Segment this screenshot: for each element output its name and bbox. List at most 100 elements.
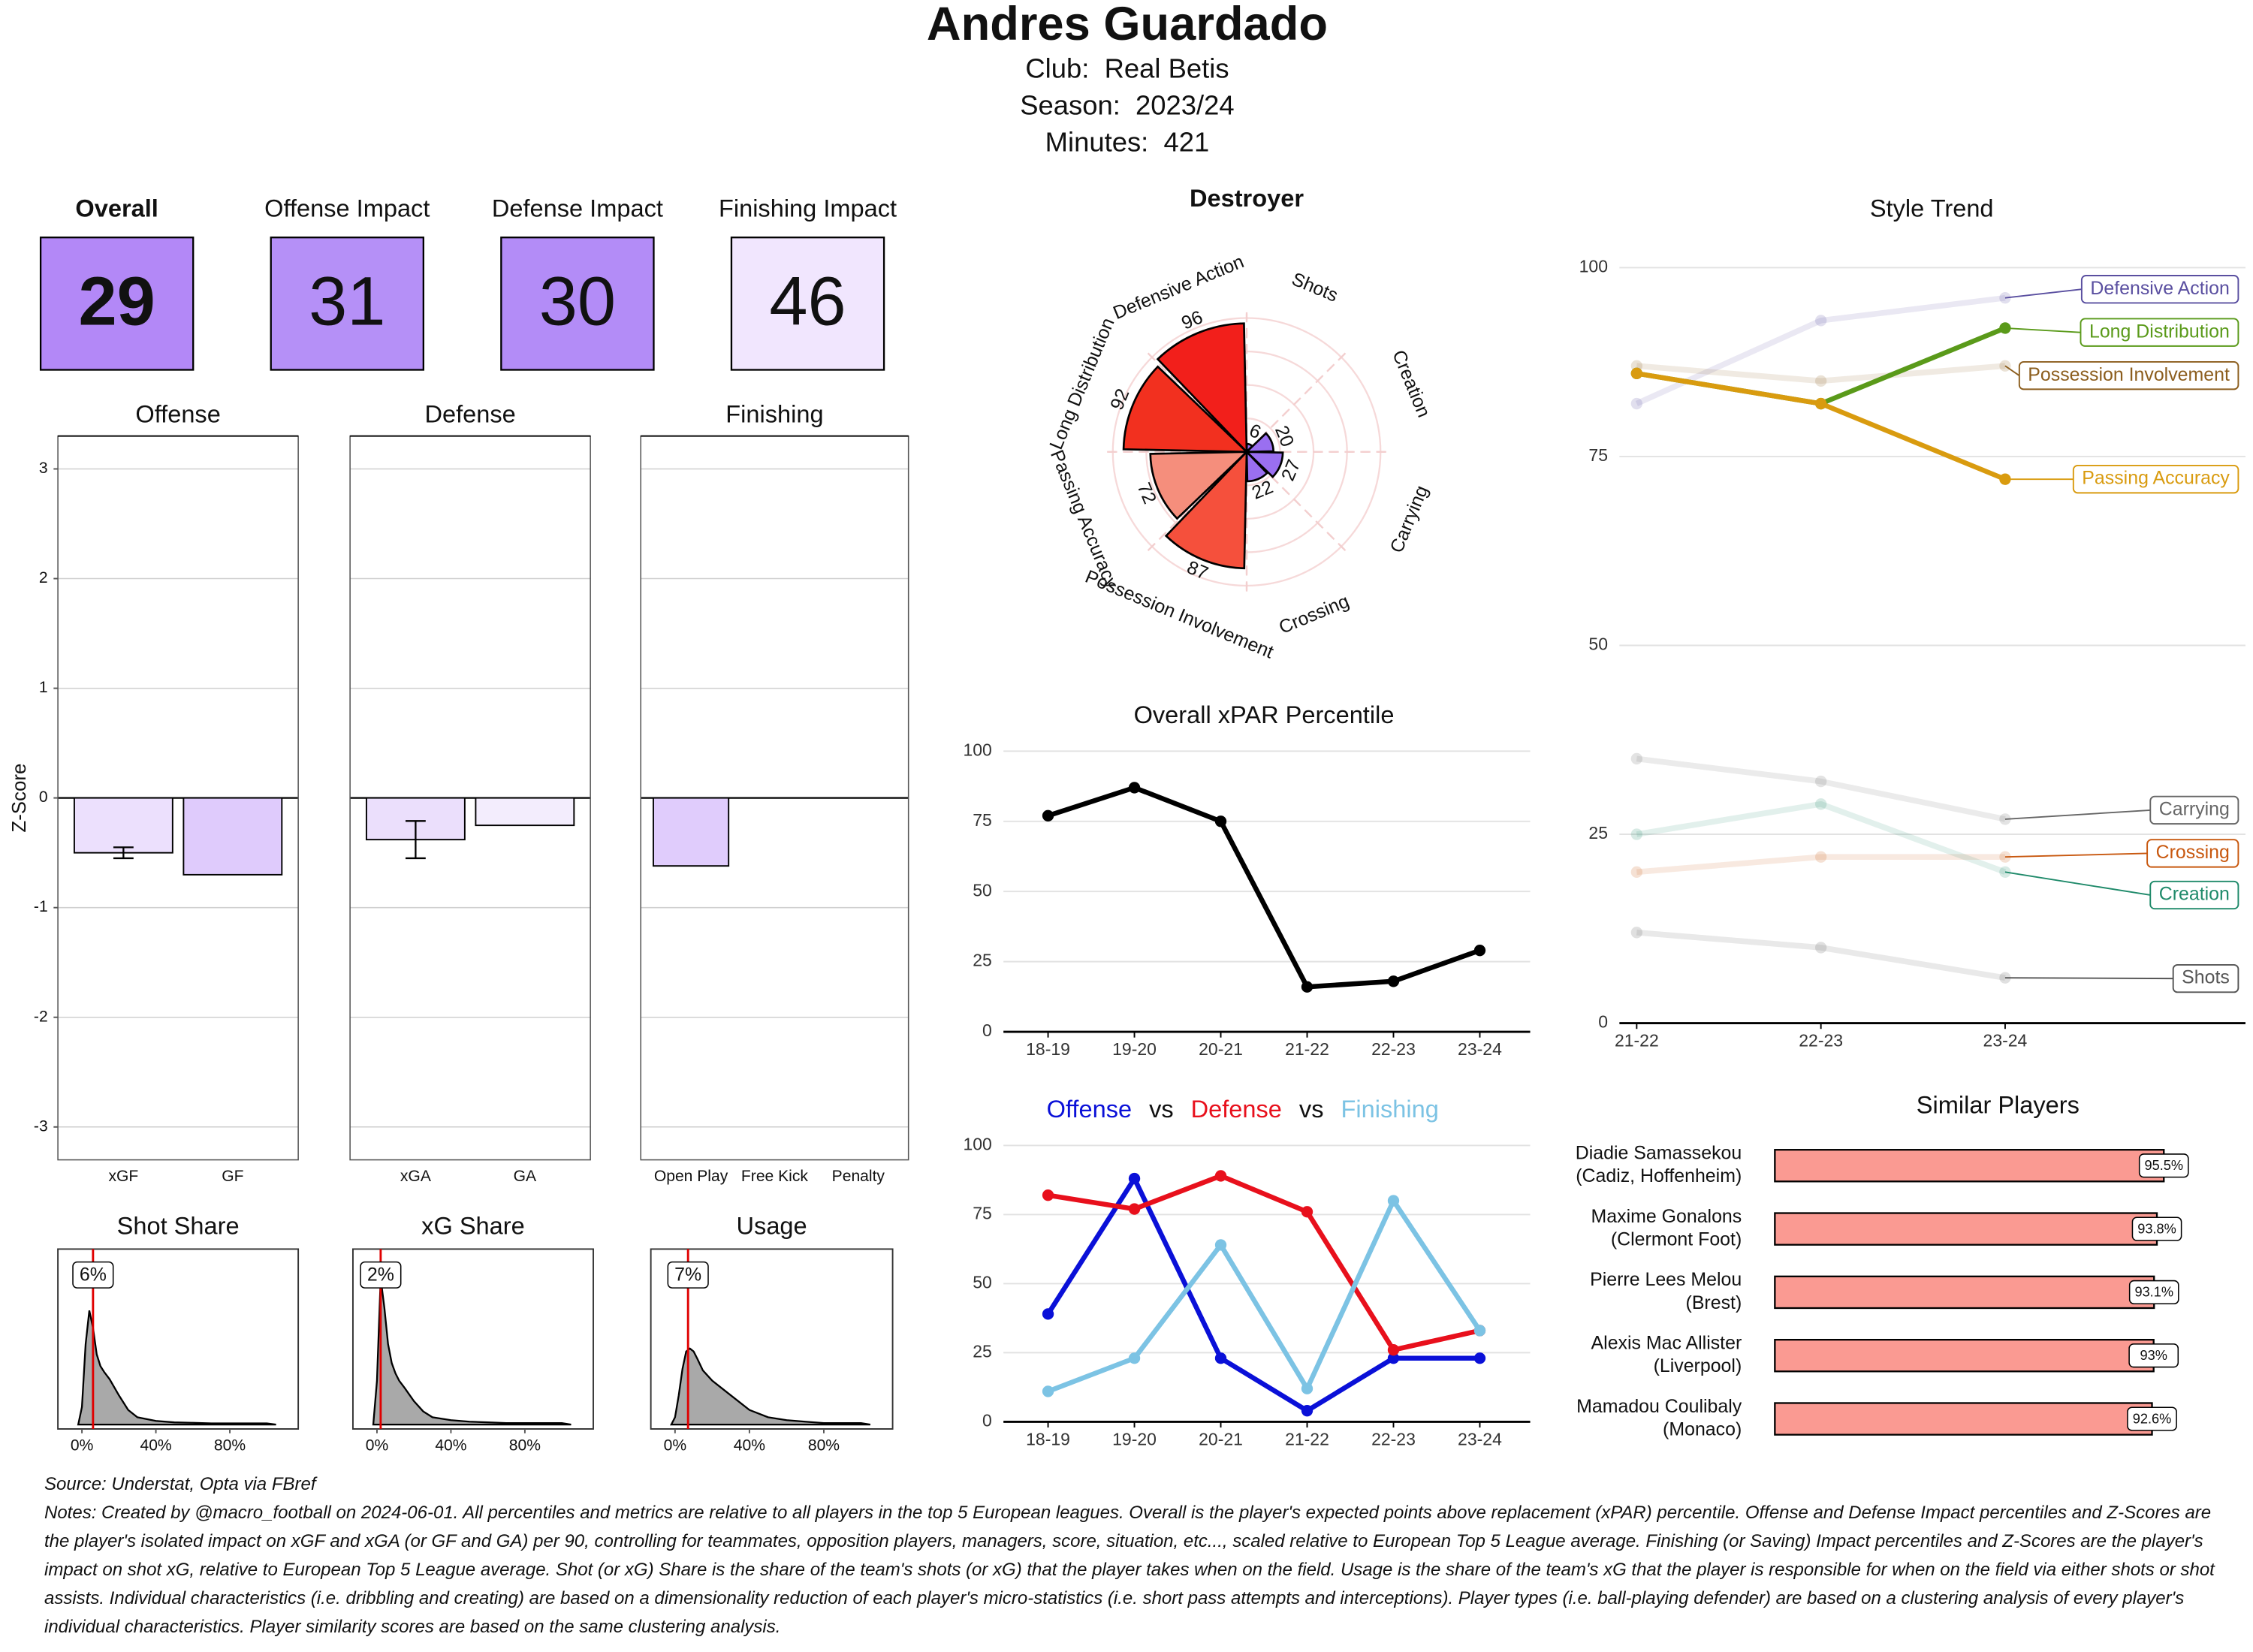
y-tick-label: 50 <box>1588 635 1608 654</box>
point <box>1630 752 1643 765</box>
point <box>1630 367 1643 379</box>
tile-value: 31 <box>309 263 385 339</box>
point <box>1473 1352 1486 1364</box>
x-tick-label: 23-24 <box>1458 1429 1502 1449</box>
y-tick-label: 1 <box>39 679 48 696</box>
y-tick-label: -1 <box>34 898 48 915</box>
tile-value: 46 <box>769 263 846 339</box>
y-tick-label: 100 <box>963 740 991 759</box>
x-tick-label: 80% <box>214 1437 246 1455</box>
category-label: Defensive Action <box>1110 251 1247 324</box>
player-club: (Cadiz, Hoffenheim) <box>1576 1165 1742 1186</box>
y-tick-label: 75 <box>973 1203 992 1222</box>
point <box>1301 1404 1313 1417</box>
point <box>1814 775 1827 788</box>
marker-label: 6% <box>80 1264 107 1285</box>
density-area <box>670 1347 871 1426</box>
label-connector <box>2004 327 2081 333</box>
value-label: 93.1% <box>2134 1285 2173 1300</box>
x-tick-label: 22-23 <box>1799 1031 1843 1051</box>
bar <box>1774 1338 2155 1373</box>
tile-label: Defense Impact <box>492 194 663 222</box>
series-line <box>1045 1176 1480 1413</box>
x-tick-label: Open Play <box>654 1168 728 1185</box>
series-label: Defensive Action <box>2090 278 2230 299</box>
value-label: 20 <box>1271 423 1298 450</box>
marker-label-box <box>667 1261 709 1289</box>
point <box>1387 1344 1400 1356</box>
bar <box>1774 1149 2165 1183</box>
polar-bar <box>1164 449 1248 570</box>
x-tick-label: 22-23 <box>1371 1039 1416 1059</box>
polar-bar <box>1156 322 1248 455</box>
x-tick-label: 21-22 <box>1285 1429 1329 1449</box>
category-label: Creation <box>1388 347 1434 421</box>
notes: Notes: Created by @macro_football on 202… <box>44 1503 2215 1637</box>
label-connector <box>2004 809 2151 820</box>
category-label: Carrying <box>1386 483 1433 556</box>
series-line <box>1635 294 2006 407</box>
polar-bar <box>1244 432 1275 454</box>
player-club: (Brest) <box>1686 1292 1742 1313</box>
point <box>1387 1195 1400 1207</box>
series-line <box>1636 325 2007 406</box>
player-name: Diadie Samassekou <box>1576 1143 1742 1164</box>
series-label: Carrying <box>2159 798 2230 819</box>
point <box>1214 1239 1227 1251</box>
marker-label: 2% <box>367 1264 394 1285</box>
tile-value: 30 <box>539 263 616 339</box>
point <box>1473 1325 1486 1337</box>
point <box>1999 866 2011 878</box>
header-detail: Season: 2023/24 <box>1020 89 1234 120</box>
label-connector <box>2004 365 2020 376</box>
y-tick-label: 50 <box>973 880 992 900</box>
point <box>1814 315 1827 327</box>
x-tick-label: 21-22 <box>1285 1039 1329 1059</box>
series-line <box>1636 363 2006 384</box>
x-tick-label: 18-19 <box>1026 1429 1070 1449</box>
tile-label: Finishing Impact <box>719 194 897 222</box>
x-tick-label: 22-23 <box>1371 1429 1416 1449</box>
tile-label: Overall <box>75 194 158 222</box>
panel-title: Defense <box>424 400 515 427</box>
tile-box <box>500 237 655 371</box>
footer: Source: Understat, Opta via FBref Notes:… <box>44 1470 2215 1641</box>
x-tick-label: 18-19 <box>1026 1039 1070 1059</box>
bar <box>182 797 283 876</box>
point <box>1128 1203 1141 1215</box>
title: Andres Guardado <box>927 0 1328 50</box>
y-tick-label: 75 <box>973 810 992 830</box>
bar <box>475 797 575 827</box>
x-tick-label: 20-21 <box>1199 1039 1243 1059</box>
value-label-box <box>2127 1406 2177 1431</box>
point <box>1042 1385 1054 1397</box>
marker-label-box <box>72 1261 114 1289</box>
marker-label-box <box>360 1261 402 1289</box>
point <box>1814 798 1827 810</box>
x-tick-label: xGF <box>108 1168 138 1185</box>
value-label-box <box>2128 1343 2179 1368</box>
tile-box <box>270 237 424 371</box>
point <box>1042 1189 1054 1201</box>
value-label: 93.8% <box>2137 1221 2176 1236</box>
panel-title: Finishing <box>725 400 823 427</box>
y-tick-label: 25 <box>973 1341 992 1361</box>
point <box>1814 397 1827 410</box>
point <box>1387 1352 1400 1364</box>
point <box>1128 782 1141 794</box>
series-line <box>1636 854 2005 876</box>
tile-label: Offense Impact <box>264 194 430 222</box>
category-label: Long Distribution <box>1045 315 1118 452</box>
value-label-box <box>2131 1216 2182 1241</box>
error-bar <box>405 820 426 860</box>
x-tick-label: 0% <box>71 1437 93 1455</box>
series-label: Possession Involvement <box>2028 364 2230 385</box>
point <box>1214 815 1227 828</box>
y-tick-label: 100 <box>963 1135 991 1154</box>
x-tick-label: 21-22 <box>1615 1031 1659 1051</box>
header-detail: Minutes: 421 <box>1045 126 1210 157</box>
